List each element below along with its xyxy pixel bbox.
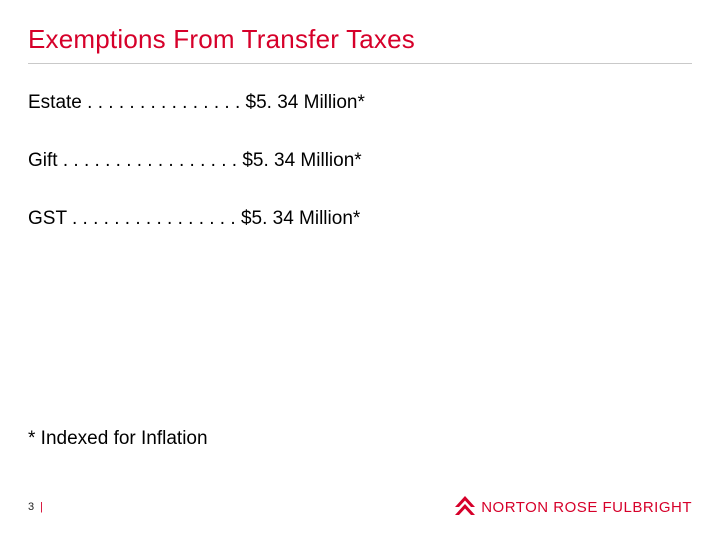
- brand-logo-icon: [455, 496, 475, 518]
- title-rule: [28, 63, 692, 64]
- exemption-dots: . . . . . . . . . . . . . . . .: [72, 208, 236, 229]
- page-number: 3 |: [28, 501, 43, 513]
- exemption-dots: . . . . . . . . . . . . . . .: [87, 92, 240, 113]
- exemption-row: Gift . . . . . . . . . . . . . . . . . $…: [28, 150, 692, 172]
- page-number-value: 3: [28, 501, 34, 513]
- exemption-row: Estate . . . . . . . . . . . . . . . $5.…: [28, 92, 692, 114]
- footer: 3 | NORTON ROSE FULBRIGHT: [0, 490, 720, 524]
- exemption-dots: . . . . . . . . . . . . . . . . .: [63, 150, 237, 171]
- brand-logo-text: NORTON ROSE FULBRIGHT: [481, 499, 692, 516]
- exemption-label: GST: [28, 208, 67, 229]
- exemption-list: Estate . . . . . . . . . . . . . . . $5.…: [28, 92, 692, 230]
- slide-title: Exemptions From Transfer Taxes: [28, 24, 692, 55]
- exemption-label: Gift: [28, 150, 58, 171]
- exemption-value: $5. 34 Million*: [242, 150, 361, 171]
- slide: Exemptions From Transfer Taxes Estate . …: [0, 0, 720, 540]
- page-number-divider: |: [40, 501, 43, 513]
- exemption-row: GST . . . . . . . . . . . . . . . . $5. …: [28, 208, 692, 230]
- exemption-value: $5. 34 Million*: [246, 92, 365, 113]
- footnote: * Indexed for Inflation: [28, 428, 208, 450]
- exemption-label: Estate: [28, 92, 82, 113]
- brand-logo: NORTON ROSE FULBRIGHT: [455, 496, 692, 518]
- exemption-value: $5. 34 Million*: [241, 208, 360, 229]
